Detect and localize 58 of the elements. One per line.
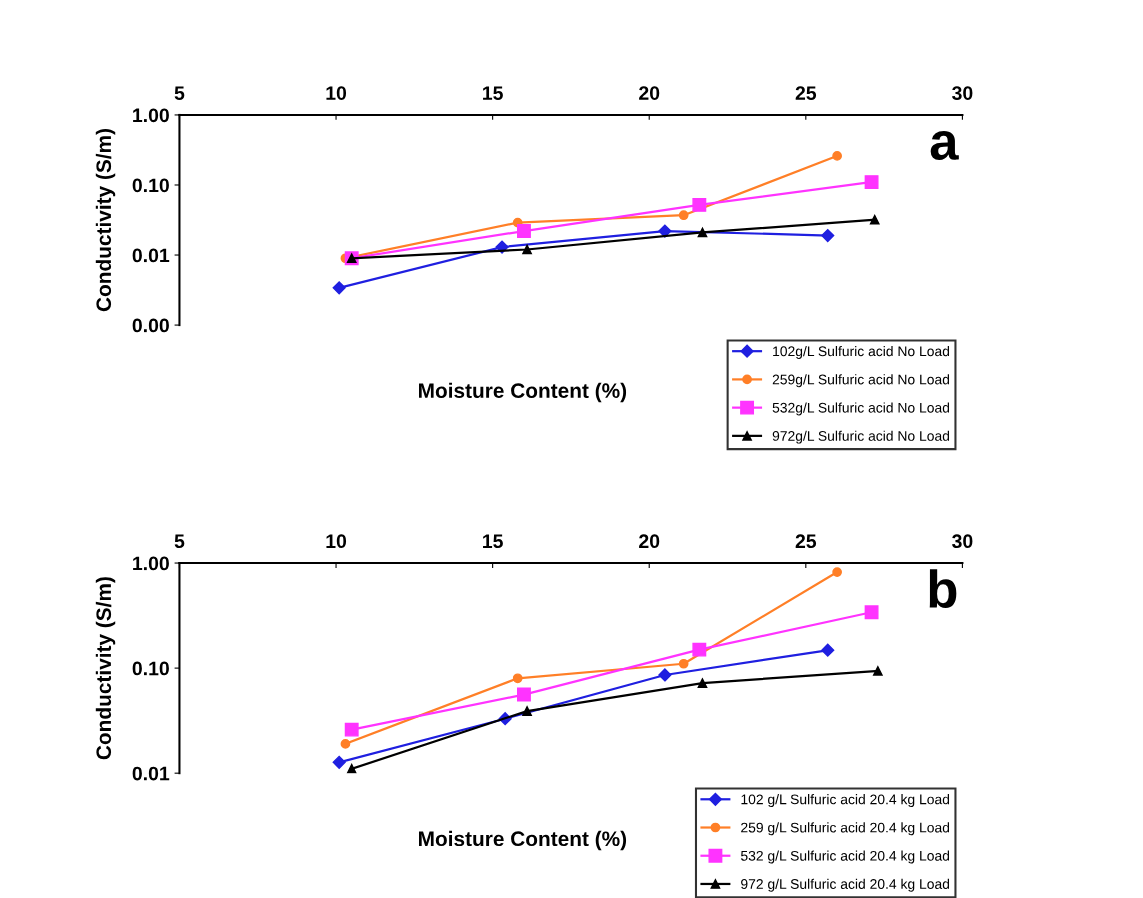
point bbox=[517, 687, 531, 702]
point bbox=[658, 668, 672, 682]
point bbox=[697, 678, 708, 688]
y-axis-title: Conductivity (S/m) bbox=[95, 577, 116, 760]
x-tick-label: 10 bbox=[326, 534, 347, 549]
chart-title: b bbox=[929, 569, 957, 609]
point bbox=[517, 224, 531, 238]
point bbox=[522, 244, 532, 255]
point bbox=[340, 739, 351, 749]
point bbox=[697, 227, 708, 238]
point bbox=[869, 214, 880, 225]
point bbox=[864, 175, 879, 190]
x-tick-label: 15 bbox=[483, 534, 503, 549]
y-tick-label: 0.00 bbox=[132, 318, 169, 333]
point bbox=[692, 642, 707, 657]
y-tick-label: 1.00 bbox=[133, 556, 169, 571]
legend-label: 259 g/L Sulfuric acid 20.4 kg Load bbox=[741, 822, 950, 836]
point bbox=[332, 755, 346, 769]
x-axis-title: Moisture Content (%) bbox=[419, 382, 627, 403]
point bbox=[344, 722, 359, 737]
x-tick-label: 10 bbox=[326, 86, 347, 100]
y-tick-label: 0.01 bbox=[132, 766, 170, 781]
point bbox=[512, 673, 523, 684]
point bbox=[522, 706, 532, 716]
y-axis-title: Conductivity (S/m) bbox=[95, 129, 116, 312]
point bbox=[872, 666, 883, 676]
x-tick-label: 25 bbox=[795, 534, 817, 549]
y-tick-label: 0.10 bbox=[132, 178, 169, 193]
x-tick-label: 25 bbox=[795, 86, 817, 100]
legend-label: 972g/L Sulfuric acid No Load bbox=[772, 430, 950, 444]
x-tick-label: 15 bbox=[483, 86, 503, 100]
point bbox=[346, 763, 357, 774]
x-axis-title: Moisture Content (%) bbox=[419, 830, 627, 851]
x-tick-label: 5 bbox=[174, 86, 185, 100]
point bbox=[678, 210, 689, 221]
point bbox=[821, 228, 835, 243]
y-tick-label: 1.00 bbox=[133, 108, 169, 123]
point bbox=[832, 567, 842, 577]
point bbox=[332, 281, 346, 295]
x-tick-label: 20 bbox=[639, 534, 660, 549]
chart-title: a bbox=[930, 131, 959, 161]
x-tick-label: 30 bbox=[952, 534, 973, 549]
x-tick-label: 5 bbox=[174, 534, 185, 549]
legend-label: 102 g/L Sulfuric acid 20.4 kg Load bbox=[741, 794, 950, 808]
point bbox=[692, 197, 707, 212]
y-tick-label: 0.10 bbox=[132, 661, 169, 676]
point bbox=[678, 658, 689, 669]
x-tick-label: 30 bbox=[952, 86, 973, 101]
point bbox=[821, 643, 835, 657]
legend-label: 532 g/L Sulfuric acid 20.4 kg Load bbox=[740, 850, 950, 864]
point bbox=[864, 605, 879, 620]
x-tick-label: 20 bbox=[639, 86, 660, 100]
y-tick-label: 0.01 bbox=[132, 248, 170, 263]
point bbox=[832, 151, 842, 161]
legend-label: 102g/L Sulfuric acid No Load bbox=[773, 345, 950, 359]
legend-label: 259g/L Sulfuric acid No Load bbox=[772, 374, 950, 388]
legend-label: 972 g/L Sulfuric acid 20.4 kg Load bbox=[741, 878, 950, 892]
legend-label: 532g/L Sulfuric acid No Load bbox=[772, 402, 950, 416]
